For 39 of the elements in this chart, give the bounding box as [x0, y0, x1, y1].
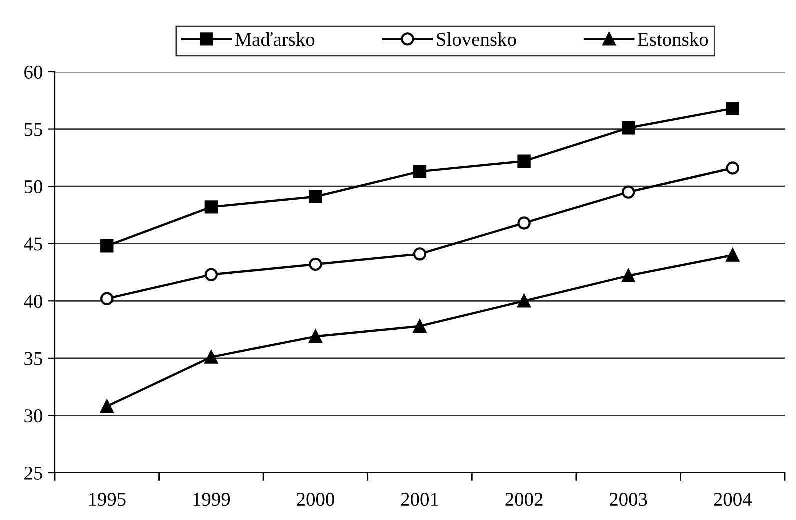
x-tick-label: 2004 — [714, 493, 752, 506]
y-tick-label: 35 — [24, 352, 42, 366]
point — [518, 154, 531, 168]
point — [100, 292, 114, 306]
y-tick-label: 30 — [24, 410, 42, 423]
y-tick-label: 50 — [24, 180, 42, 194]
point — [726, 248, 740, 262]
point — [413, 320, 427, 333]
point — [100, 400, 114, 414]
point — [518, 216, 531, 230]
point — [622, 122, 636, 135]
x-tick-label: 2001 — [401, 493, 438, 506]
point — [622, 269, 636, 283]
point — [204, 350, 218, 364]
point — [100, 240, 114, 253]
point — [726, 162, 740, 175]
x-tick-label: 1999 — [194, 493, 230, 506]
y-tick-label: 55 — [24, 123, 42, 136]
x-tick-label: 2000 — [297, 493, 334, 506]
point — [309, 258, 322, 272]
legend-label: Estonsko — [638, 32, 708, 46]
point — [309, 190, 322, 204]
point — [309, 330, 322, 344]
point — [413, 248, 427, 261]
x-tick-label: 2003 — [610, 493, 648, 506]
x-tick-label: 1995 — [89, 493, 126, 506]
legend-label: Maďarsko — [235, 32, 315, 46]
y-tick-label: 25 — [24, 466, 42, 480]
point — [413, 165, 427, 178]
point — [622, 186, 636, 199]
y-tick-label: 60 — [24, 66, 42, 79]
point — [518, 294, 531, 308]
point — [204, 200, 218, 214]
legend-label: Slovensko — [437, 32, 516, 46]
y-tick-label: 45 — [24, 238, 42, 251]
y-tick-label: 40 — [24, 294, 42, 308]
point — [726, 102, 740, 116]
x-tick-label: 2002 — [506, 493, 543, 506]
point — [204, 268, 218, 282]
